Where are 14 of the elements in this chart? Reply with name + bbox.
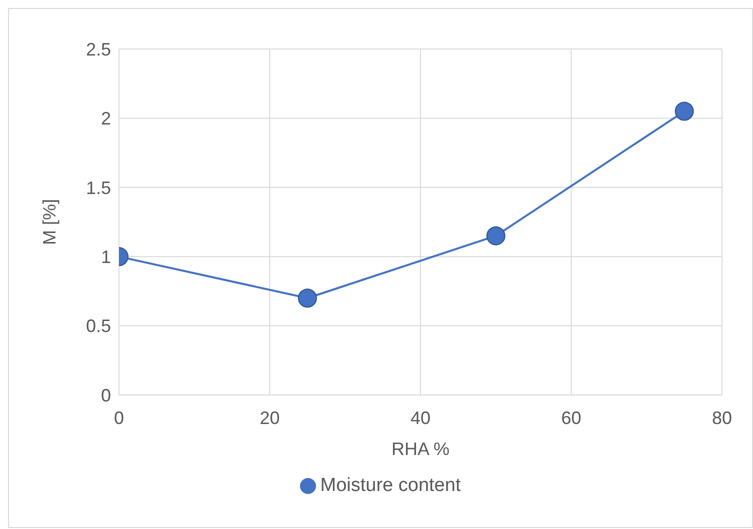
legend-label: Moisture content — [320, 475, 461, 496]
y-tick-label: 1.5 — [86, 178, 111, 198]
x-axis-title: RHA % — [391, 439, 450, 459]
x-tick-label: 60 — [561, 408, 582, 428]
y-tick-label: 0.5 — [86, 316, 111, 336]
x-tick-label: 20 — [260, 408, 280, 428]
x-tick-label: 80 — [712, 408, 732, 428]
y-tick-label: 2.5 — [86, 39, 111, 60]
y-tick-label: 1 — [100, 246, 111, 267]
y-axis-title: M [%] — [39, 198, 60, 246]
x-tick-label: 40 — [410, 408, 431, 428]
x-tick-label: 0 — [114, 408, 124, 428]
y-tick-label: 2 — [100, 108, 111, 129]
y-tick-label: 0 — [100, 385, 111, 406]
